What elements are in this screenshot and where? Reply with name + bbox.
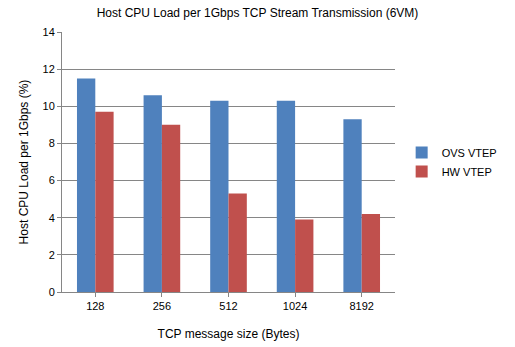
svg-text:OVS VTEP: OVS VTEP (442, 147, 497, 159)
svg-text:6: 6 (49, 174, 55, 186)
svg-text:512: 512 (219, 300, 237, 312)
svg-text:HW VTEP: HW VTEP (442, 166, 492, 178)
svg-text:4: 4 (49, 212, 55, 224)
svg-text:0: 0 (49, 286, 55, 298)
svg-text:1024: 1024 (283, 300, 307, 312)
svg-text:128: 128 (86, 300, 104, 312)
svg-text:Host CPU Load per 1Gbps TCP St: Host CPU Load per 1Gbps TCP Stream Trans… (97, 6, 419, 20)
svg-text:8192: 8192 (349, 300, 373, 312)
svg-text:Host CPU Load per 1Gbps (%): Host CPU Load per 1Gbps (%) (17, 80, 31, 245)
svg-text:2: 2 (49, 249, 55, 261)
svg-text:10: 10 (43, 100, 55, 112)
svg-text:8: 8 (49, 137, 55, 149)
svg-text:256: 256 (153, 300, 171, 312)
svg-text:TCP message size (Bytes): TCP message size (Bytes) (158, 327, 300, 341)
svg-text:14: 14 (43, 26, 55, 38)
svg-text:12: 12 (43, 63, 55, 75)
